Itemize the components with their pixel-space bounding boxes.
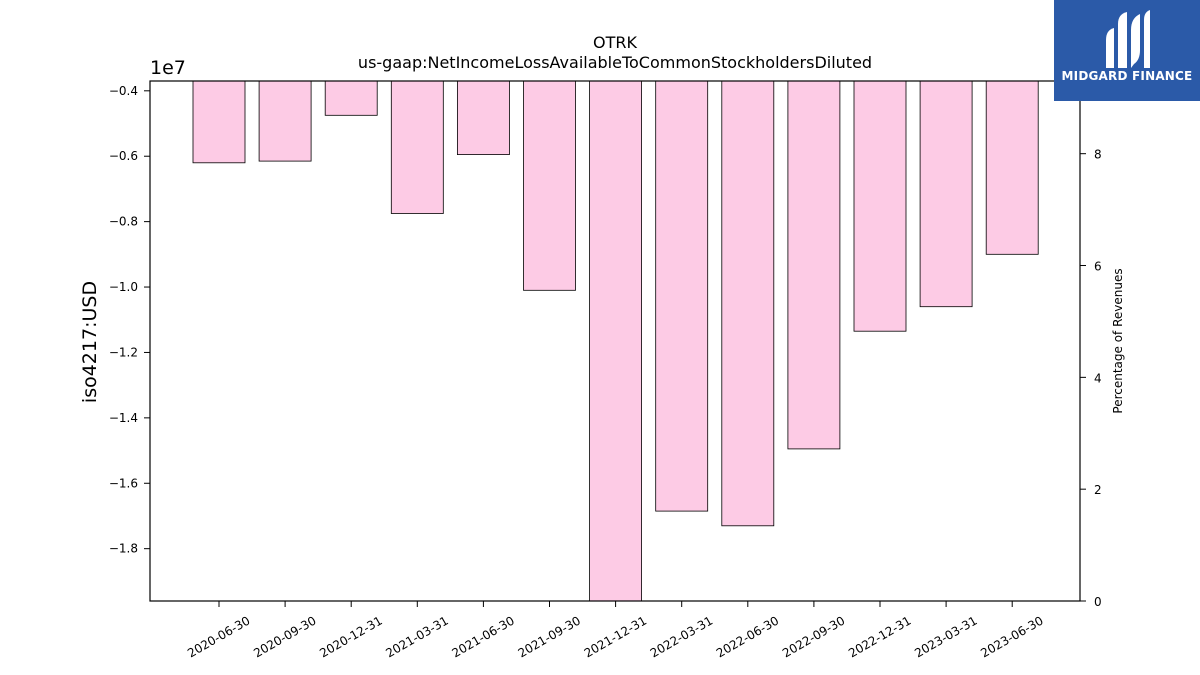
bar-2023-06-30: [985, 80, 1039, 255]
bar-2020-09-30: [258, 80, 312, 162]
y2-axis-label: Percentage of Revenues: [1111, 268, 1125, 413]
y2-tick-label: 0: [1094, 595, 1102, 609]
y2-tick-label: 4: [1094, 371, 1102, 385]
chart-title: OTRK: [593, 33, 637, 52]
bar-2023-03-31: [919, 80, 973, 308]
y2-tick-label: 8: [1094, 148, 1102, 162]
bar-2022-06-30: [721, 80, 775, 527]
x-tick-label: 2020-12-31: [317, 613, 384, 660]
x-tick-label: 2021-06-30: [449, 613, 516, 660]
bar-2022-12-31: [853, 80, 907, 332]
x-tick-label: 2021-12-31: [582, 613, 649, 660]
y-tick-label: −0.4: [109, 84, 138, 98]
y-tick-label: −1.6: [109, 476, 138, 490]
bar-2020-06-30: [192, 80, 246, 164]
y-ticks-group: −0.4 −0.6 −0.8 −1.0 −1.2 −1.4 −1.6 −1.8: [109, 84, 150, 556]
x-tick-label: 2022-09-30: [780, 613, 847, 660]
x-tick-label: 2020-09-30: [251, 613, 318, 660]
plot-frame: [149, 80, 1081, 602]
bar-2020-12-31: [324, 80, 378, 116]
x-tick-label: 2022-03-31: [648, 613, 715, 660]
y-tick-label: −0.8: [109, 215, 138, 229]
y-tick-label: −1.2: [109, 345, 138, 359]
y-tick-label: −1.8: [109, 542, 138, 556]
y2-tick-label: 6: [1094, 260, 1102, 274]
bar-2022-03-31: [655, 80, 709, 512]
x-tick-label: 2023-06-30: [978, 613, 1045, 660]
logo-text: MIDGARD FINANCE: [1061, 69, 1193, 83]
bar-2021-06-30: [456, 80, 510, 155]
bar-2021-09-30: [523, 80, 576, 291]
bars-group: [192, 80, 1039, 602]
y-tick-label: −0.6: [109, 149, 138, 163]
chart-subtitle: us-gaap:NetIncomeLossAvailableToCommonSt…: [358, 53, 872, 72]
x-tick-label: 2022-06-30: [714, 613, 781, 660]
x-tick-label: 2021-09-30: [516, 613, 583, 660]
x-tick-label: 2021-03-31: [383, 613, 450, 660]
x-tick-label: 2020-06-30: [185, 613, 252, 660]
y-axis-label: iso4217:USD: [79, 281, 101, 403]
midgard-logo: MIDGARD FINANCE: [1054, 0, 1200, 101]
y2-ticks-group: 0 2 4 6 8: [1080, 148, 1102, 609]
y-tick-label: −1.0: [109, 280, 138, 294]
x-tick-label: 2023-03-31: [912, 613, 979, 660]
y-offset-label: 1e7: [150, 57, 186, 79]
bar-2021-03-31: [390, 80, 444, 214]
y-tick-label: −1.4: [109, 411, 138, 425]
bar-2021-12-31: [589, 80, 642, 602]
bar-2022-09-30: [787, 80, 841, 450]
y2-tick-label: 2: [1094, 483, 1102, 497]
x-tick-label: 2022-12-31: [846, 613, 913, 660]
midgard-logo-icon: [1106, 10, 1150, 68]
x-ticks-group: 2020-06-302020-09-302020-12-312021-03-31…: [185, 601, 1046, 660]
